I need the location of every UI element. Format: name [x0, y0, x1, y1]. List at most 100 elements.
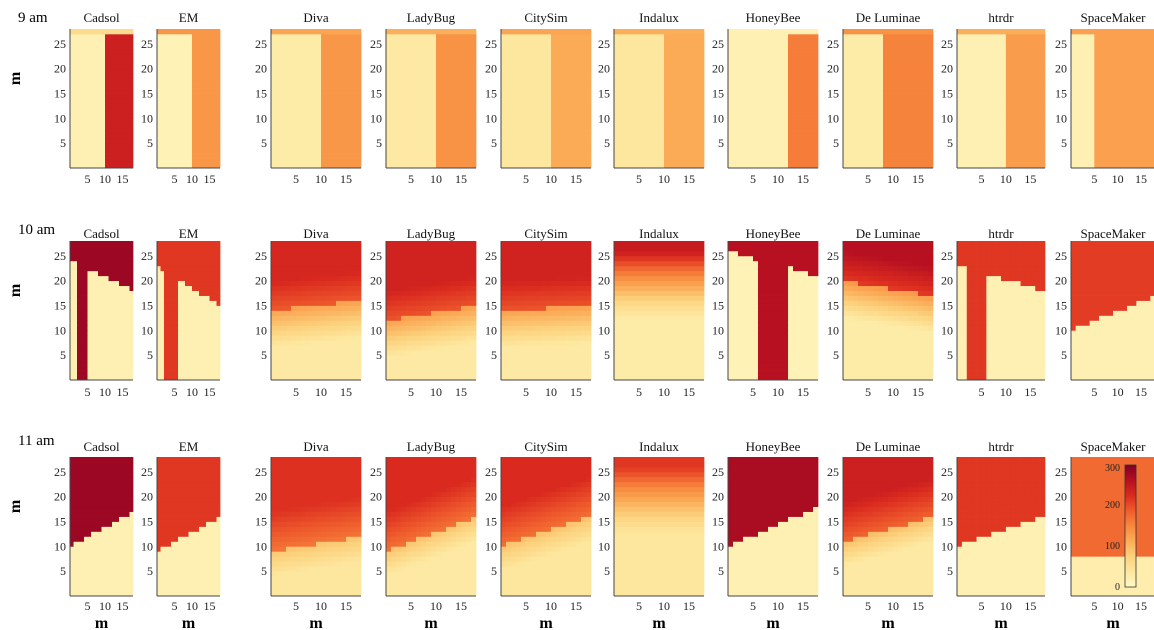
heatmap-cell: [326, 98, 332, 104]
heatmap-cell: [878, 68, 884, 75]
heatmap-cell: [119, 133, 123, 139]
heatmap-cell: [1089, 148, 1095, 154]
heatmap-cell: [80, 48, 85, 55]
heatmap-cell: [903, 113, 909, 119]
heatmap-cell: [674, 43, 680, 50]
heatmap-cell: [1085, 133, 1091, 139]
heatmap-cell: [1025, 73, 1031, 79]
heatmap-cell: [798, 33, 804, 40]
heatmap-cell: [813, 153, 819, 159]
heatmap-cell: [70, 73, 74, 79]
heatmap-cell: [1040, 123, 1046, 129]
heatmap-cell: [185, 48, 189, 55]
heatmap-cell: [986, 29, 992, 35]
heatmap-cell: [506, 93, 512, 99]
heatmap-cell: [571, 133, 577, 139]
heatmap-cell: [511, 163, 517, 169]
heatmap-cell: [105, 63, 109, 70]
heatmap-cell: [1108, 153, 1114, 159]
heatmap-cell: [639, 88, 645, 94]
heatmap-cell: [1108, 128, 1114, 134]
heatmap-cell: [748, 43, 754, 50]
heatmap-cell: [873, 138, 879, 144]
heatmap-cell: [129, 38, 134, 45]
heatmap-cell: [883, 78, 889, 84]
heatmap-cell: [526, 73, 532, 79]
heatmap-cell: [913, 58, 919, 65]
heatmap-cell: [556, 83, 562, 89]
heatmap-cell: [501, 29, 507, 35]
heatmap-cell: [768, 83, 774, 89]
heatmap-cell: [119, 103, 123, 109]
heatmap-cell: [396, 138, 402, 144]
heatmap-cell: [571, 48, 577, 55]
heatmap-cell: [986, 133, 992, 139]
heatmap-cell: [286, 83, 292, 89]
heatmap-cell: [546, 78, 552, 84]
heatmap-cell: [1094, 93, 1100, 99]
heatmap-cell: [164, 53, 168, 60]
heatmap-cell: [694, 153, 700, 159]
heatmap-cell: [1108, 48, 1114, 55]
heatmap-cell: [913, 108, 919, 114]
heatmap-cell: [576, 43, 582, 50]
heatmap-cell: [202, 53, 207, 60]
heatmap-cell: [91, 123, 95, 129]
heatmap-cell: [738, 43, 744, 50]
heatmap-cell: [908, 113, 914, 119]
heatmap-cell: [188, 138, 193, 144]
heatmap-cell: [87, 68, 92, 75]
heatmap-cell: [1001, 148, 1007, 154]
heatmap-cell: [122, 43, 127, 50]
heatmap-cell: [306, 158, 312, 164]
heatmap-cell: [561, 143, 567, 149]
heatmap-cell: [115, 48, 120, 55]
heatmap-cell: [748, 128, 754, 134]
heatmap-cell: [551, 29, 557, 35]
heatmap-cell: [209, 103, 214, 109]
heatmap-cell: [216, 148, 221, 154]
heatmap-cell: [167, 143, 172, 149]
heatmap-cell: [1117, 48, 1123, 55]
heatmap-cell: [996, 143, 1002, 149]
heatmap-cell: [73, 48, 78, 55]
heatmap-cell: [306, 143, 312, 149]
heatmap-cell: [178, 33, 182, 40]
heatmap-cell: [466, 93, 472, 99]
heatmap-cell: [119, 38, 123, 45]
heatmap-cell: [112, 118, 116, 124]
heatmap-cell: [1040, 38, 1046, 45]
heatmap-cell: [1001, 153, 1007, 159]
heatmap-cell: [98, 128, 102, 134]
heatmap-cell: [674, 93, 680, 99]
heatmap-cell: [321, 83, 327, 89]
heatmap-cell: [674, 68, 680, 75]
heatmap-cell: [91, 88, 95, 94]
heatmap-cell: [1127, 88, 1133, 94]
heatmap-cell: [1020, 83, 1026, 89]
heatmap-cell: [471, 78, 477, 84]
heatmap-cell: [80, 78, 85, 84]
heatmap-cell: [411, 68, 417, 75]
heatmap-cell: [174, 153, 179, 159]
heatmap-cell: [188, 43, 193, 50]
heatmap-cell: [351, 33, 357, 40]
heatmap-cell: [918, 68, 924, 75]
heatmap-cell: [181, 153, 186, 159]
heatmap-cell: [77, 63, 81, 70]
heatmap-cell: [296, 123, 302, 129]
heatmap-cell: [793, 138, 799, 144]
heatmap-cell: [957, 78, 963, 84]
heatmap-cell: [556, 163, 562, 169]
heatmap-cell: [396, 93, 402, 99]
heatmap-cell: [758, 118, 764, 124]
heatmap-cell: [1099, 153, 1105, 159]
heatmap-cell: [996, 43, 1002, 50]
heatmap-cell: [619, 83, 625, 89]
heatmap-cell: [971, 83, 977, 89]
heatmap-cell: [1094, 113, 1100, 119]
heatmap-cell: [768, 118, 774, 124]
heatmap-cell: [195, 68, 200, 75]
heatmap-cell: [1099, 118, 1105, 124]
heatmap-cell: [421, 143, 427, 149]
